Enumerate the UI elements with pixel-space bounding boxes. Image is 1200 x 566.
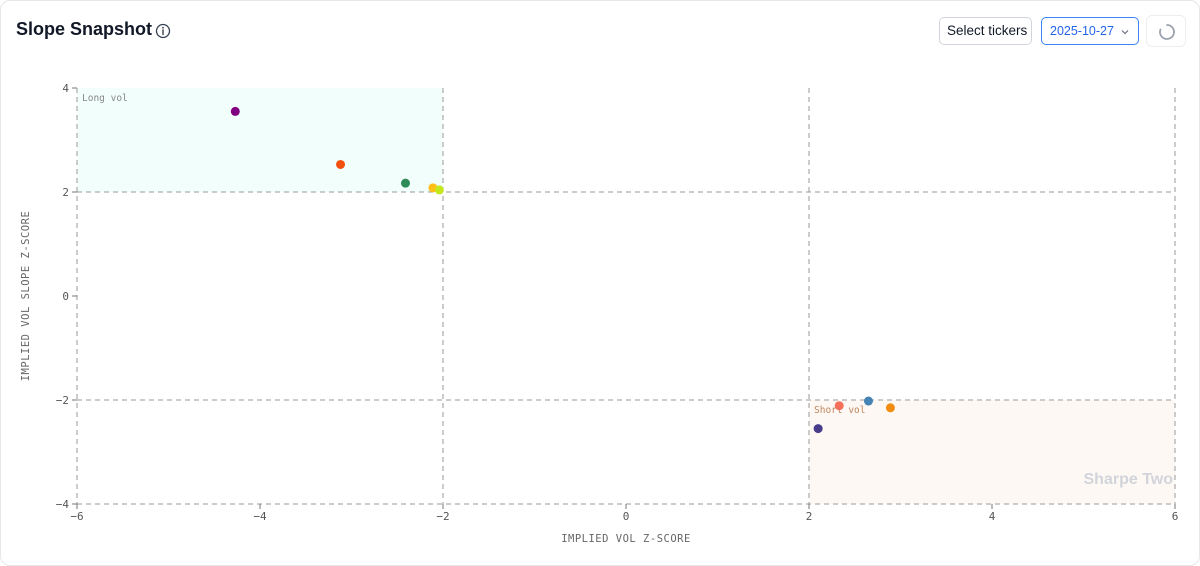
date-value: 2025-10-27 bbox=[1050, 24, 1114, 38]
info-icon[interactable] bbox=[155, 23, 171, 39]
data-point-5 bbox=[834, 401, 844, 411]
x-tick-label: 6 bbox=[1172, 510, 1179, 523]
region-label-1: Short vol bbox=[814, 405, 865, 416]
chevron-down-icon bbox=[1121, 30, 1129, 35]
data-point-7 bbox=[885, 403, 895, 413]
x-tick-label: 0 bbox=[623, 510, 630, 523]
y-tick-label: 2 bbox=[62, 186, 69, 199]
x-tick-label: 4 bbox=[989, 510, 996, 523]
data-point-4 bbox=[434, 185, 444, 195]
watermark: Sharpe Two bbox=[1084, 471, 1174, 488]
x-tick-label: −6 bbox=[70, 510, 83, 523]
data-point-6 bbox=[863, 396, 873, 406]
x-tick-label: −4 bbox=[253, 510, 267, 523]
loading-spinner-icon bbox=[1159, 24, 1175, 40]
select-tickers-button[interactable]: Select tickers bbox=[939, 17, 1032, 45]
x-tick-label: −2 bbox=[436, 510, 449, 523]
region-1 bbox=[809, 400, 1175, 504]
x-tick-label: 2 bbox=[806, 510, 813, 523]
date-select[interactable]: 2025-10-27 bbox=[1041, 17, 1139, 45]
data-point-0 bbox=[230, 106, 240, 116]
region-0 bbox=[77, 88, 443, 192]
y-axis-label: IMPLIED VOL SLOPE Z-SCORE bbox=[20, 211, 32, 382]
y-tick-label: −2 bbox=[56, 394, 69, 407]
chart-regions: Long vol Short vol bbox=[77, 88, 1175, 504]
chart-points bbox=[230, 106, 895, 434]
refresh-button[interactable] bbox=[1146, 15, 1186, 47]
y-tick-label: −4 bbox=[56, 498, 70, 511]
region-label-0: Long vol bbox=[82, 93, 128, 104]
data-point-8 bbox=[813, 424, 823, 434]
y-tick-label: 0 bbox=[62, 290, 69, 303]
data-point-2 bbox=[400, 178, 410, 188]
page-title: Slope Snapshot bbox=[16, 19, 153, 39]
x-axis-label: IMPLIED VOL Z-SCORE bbox=[561, 533, 691, 545]
y-tick-label: 4 bbox=[62, 82, 69, 95]
data-point-1 bbox=[336, 159, 346, 169]
